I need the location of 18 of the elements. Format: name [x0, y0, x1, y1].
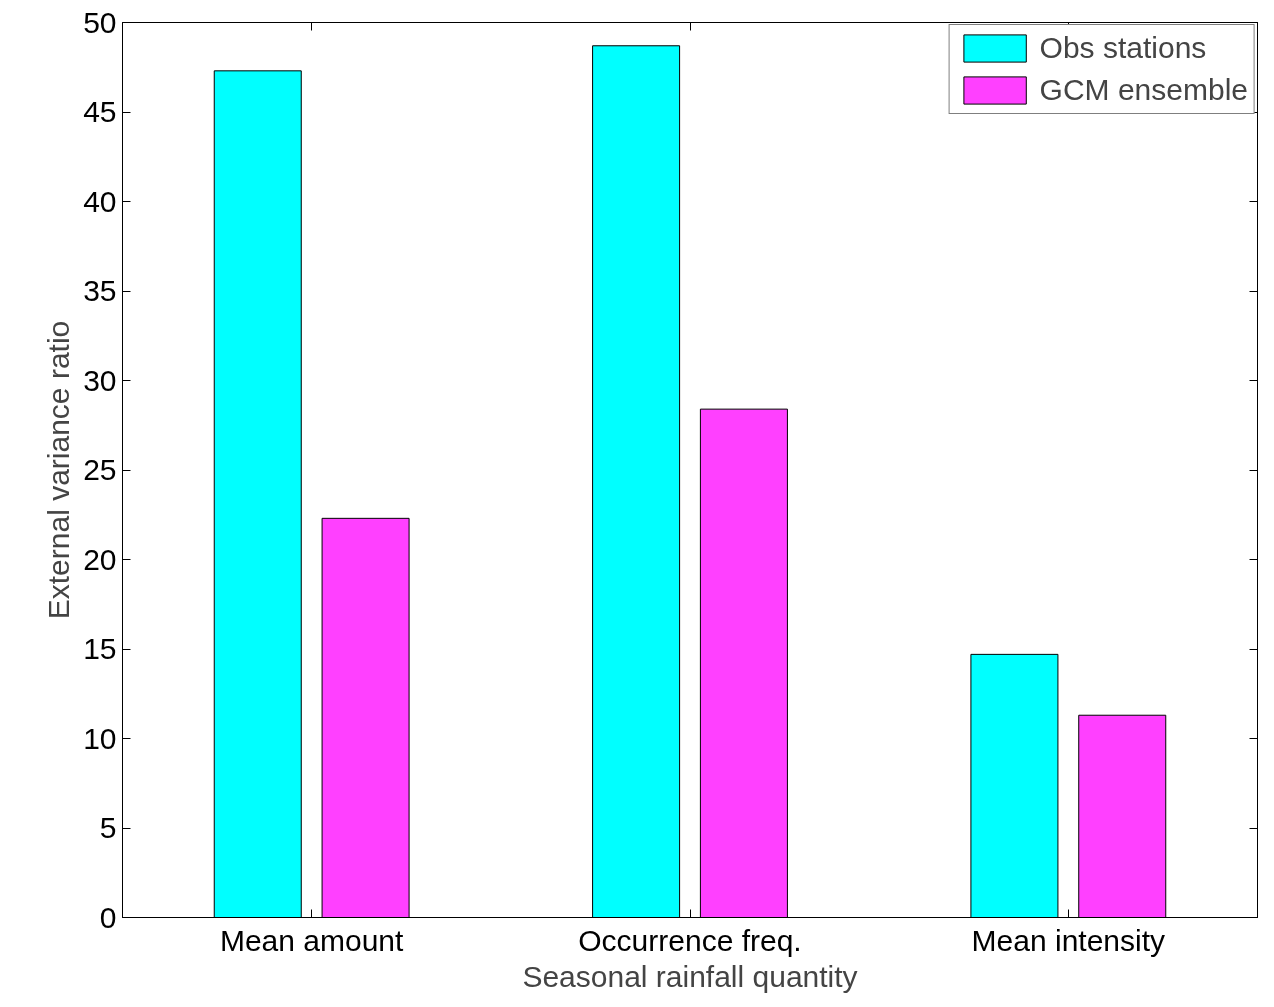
legend-label: Obs stations: [1039, 31, 1207, 65]
y-tick-label: 35: [83, 274, 117, 307]
y-axis-title: External variance ratio: [42, 320, 76, 620]
x-axis-title: Seasonal rainfall quantity: [522, 959, 858, 993]
y-tick-label: 30: [83, 363, 117, 397]
y-tick-label: 20: [83, 542, 117, 576]
x-tick-label: Mean amount: [219, 923, 405, 957]
legend-label: GCM ensemble: [1039, 73, 1248, 107]
y-tick-label: 25: [83, 453, 117, 486]
y-tick-label: 50: [83, 5, 117, 39]
x-tick-label: Occurrence freq.: [578, 923, 802, 957]
y-tick-label: 15: [83, 632, 117, 665]
y-tick-label: 40: [83, 184, 117, 218]
x-tick-label: Mean intensity: [971, 923, 1166, 957]
y-tick-label: 45: [83, 95, 117, 128]
y-tick-label: 0: [99, 900, 117, 934]
y-tick-label: 10: [83, 721, 117, 755]
y-tick-label: 5: [99, 811, 117, 844]
